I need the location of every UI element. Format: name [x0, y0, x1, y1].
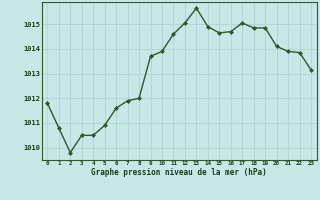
X-axis label: Graphe pression niveau de la mer (hPa): Graphe pression niveau de la mer (hPa) — [91, 168, 267, 177]
